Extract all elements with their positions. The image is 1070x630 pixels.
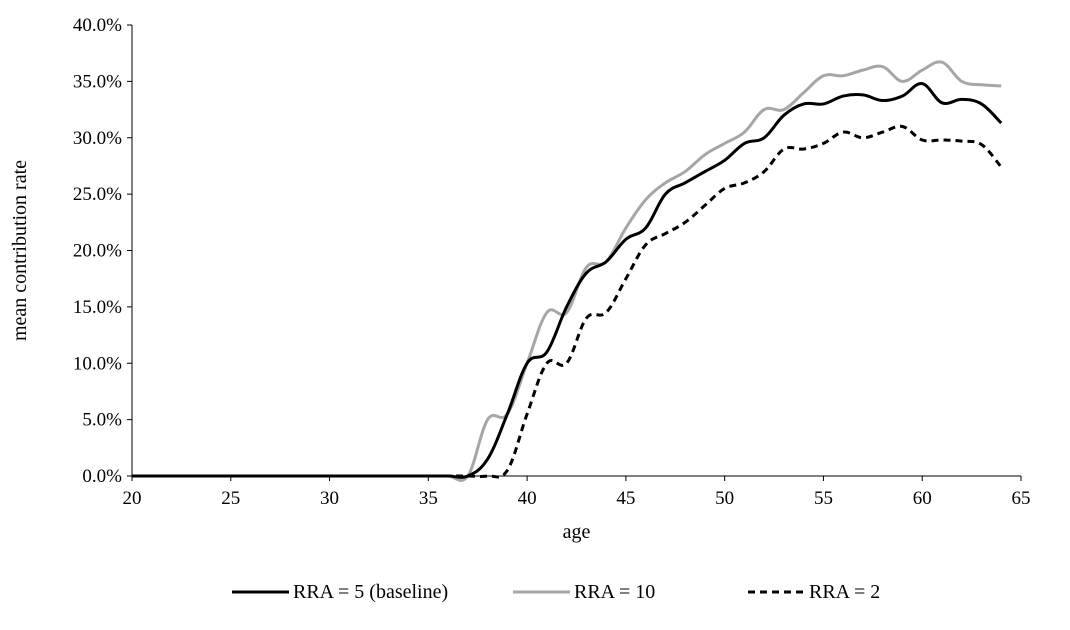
y-tick-label: 40.0%	[73, 15, 122, 36]
x-tick-label: 45	[616, 488, 635, 509]
y-tick-label: 0.0%	[82, 466, 122, 487]
y-tick-label: 30.0%	[73, 128, 122, 149]
legend: RRA = 5 (baseline) RRA = 10 RRA = 2	[232, 581, 880, 603]
legend-label-2: RRA = 10	[574, 581, 655, 603]
x-tick-labels: 20 25 30 35 40 45 50 55 60 65	[123, 476, 1031, 509]
y-tick-label: 15.0%	[73, 297, 122, 318]
y-tick-label: 25.0%	[73, 184, 122, 205]
x-tick-label: 30	[320, 488, 339, 509]
x-tick-label: 20	[123, 488, 142, 509]
x-tick-label: 60	[913, 488, 932, 509]
y-tick-label: 5.0%	[82, 410, 122, 431]
series-line-1	[131, 82, 1003, 479]
legend-label-1: RRA = 5 (baseline)	[293, 581, 448, 603]
y-tick-label: 10.0%	[73, 353, 122, 374]
series-lines	[131, 60, 1003, 482]
y-tick-label: 20.0%	[73, 241, 122, 262]
x-axis-title: age	[563, 521, 591, 543]
x-tick-label: 40	[518, 488, 537, 509]
series-line-3	[131, 124, 1003, 479]
y-tick-labels: 0.0% 5.0% 10.0% 15.0% 20.0% 25.0% 30.0% 35.0% 40…	[73, 15, 132, 487]
x-tick-label: 35	[419, 488, 438, 509]
x-tick-label: 65	[1012, 488, 1031, 509]
y-tick-label: 35.0%	[73, 71, 122, 92]
x-tick-label: 25	[221, 488, 240, 509]
y-axis-title: mean contribution rate	[9, 160, 31, 341]
legend-label-3: RRA = 2	[809, 581, 880, 603]
x-tick-label: 55	[814, 488, 833, 509]
chart-axes	[131, 25, 1021, 477]
series-line-2	[131, 60, 1002, 482]
x-tick-label: 50	[715, 488, 734, 509]
